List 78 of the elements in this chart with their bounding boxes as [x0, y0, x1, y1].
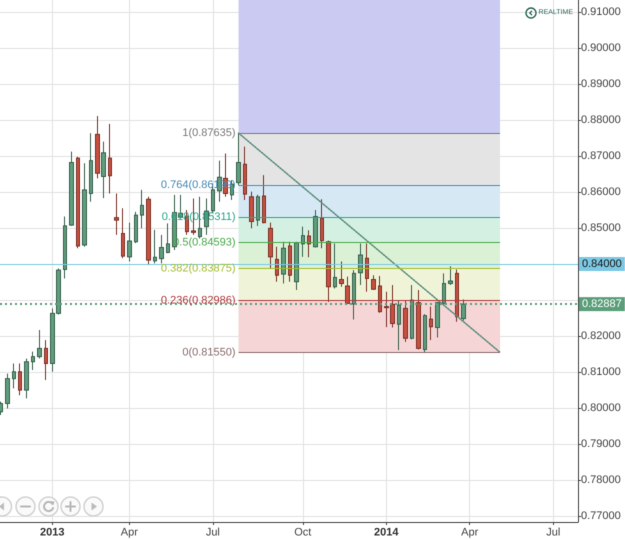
candlestick: [326, 240, 331, 302]
candlestick: [95, 116, 100, 179]
y-tick-label: 0.80000: [581, 402, 621, 414]
candlestick: [256, 194, 260, 226]
x-tick-label: Apr: [461, 526, 479, 538]
candlestick: [82, 162, 87, 248]
candlestick: [281, 241, 286, 284]
candlestick: [134, 211, 138, 244]
x-tick-label: Apr: [120, 526, 138, 538]
candlestick: [288, 241, 292, 282]
y-tick-label: 0.86000: [581, 186, 621, 198]
candlestick: [159, 234, 164, 264]
candlestick: [63, 216, 67, 279]
y-tick-label: 0.79000: [581, 438, 621, 450]
x-tick-label: Jul: [206, 526, 220, 538]
candlestick: [153, 229, 157, 264]
y-tick-label: 0.90000: [581, 42, 621, 54]
candlestick: [333, 243, 337, 290]
candlestick: [307, 230, 311, 258]
x-tick-label: Oct: [294, 526, 312, 538]
candlestick: [243, 146, 247, 200]
candlestick: [268, 222, 273, 269]
ref-line-label: 0.84000: [582, 258, 622, 270]
x-tick-label: 2013: [40, 526, 65, 538]
candlestick: [339, 261, 344, 288]
candlestick: [448, 266, 453, 286]
candlestick: [166, 222, 170, 254]
y-tick-label: 0.82000: [581, 330, 621, 342]
candlestick: [301, 226, 305, 258]
candlestick: [121, 208, 125, 259]
ref-line-label: 0.82887: [582, 298, 622, 310]
candlestick: [429, 306, 433, 341]
candlestick: [101, 141, 106, 199]
candlestick: [320, 198, 324, 249]
candlestick: [69, 151, 74, 226]
x-tick-label: Jul: [546, 526, 560, 538]
y-tick-label: 0.87000: [581, 150, 621, 162]
candlestick: [416, 290, 421, 350]
candlestick: [345, 276, 350, 305]
candlestick: [24, 358, 29, 399]
candlestick: [146, 196, 151, 266]
ref-line-label: 0.382(0.83875): [160, 262, 236, 275]
candlestick: [18, 362, 22, 396]
candlestick: [140, 189, 144, 229]
candlestick: [455, 268, 459, 322]
y-tick-label: 0.89000: [581, 78, 621, 90]
ref-line-label: 0.236(0.82986): [160, 294, 236, 307]
candlestick: [5, 373, 10, 410]
candlestick: [365, 243, 369, 292]
candlestick: [12, 362, 16, 389]
ref-line-label: 0(0.81550): [182, 346, 236, 358]
candlestick: [76, 156, 80, 249]
candlestick: [37, 329, 42, 359]
y-tick-label: 0.88000: [581, 114, 621, 126]
candlestick: [44, 340, 48, 381]
y-tick-label: 0.78000: [581, 474, 621, 486]
candlestick: [313, 210, 318, 248]
candlestick: [275, 246, 279, 282]
candlestick: [127, 222, 132, 262]
candlestick: [236, 132, 241, 186]
candlestick: [249, 191, 254, 229]
candlestick: [89, 132, 93, 202]
candlestick: [403, 300, 408, 342]
ref-line-label: 1(0.87635): [182, 127, 236, 140]
candlestick: [358, 243, 363, 286]
y-tick-label: 0.85000: [581, 222, 621, 234]
x-tick-label: 2014: [374, 526, 400, 538]
candlestick: [294, 242, 299, 290]
y-tick-label: 0.81000: [581, 366, 621, 378]
y-tick-label: 0.91000: [581, 6, 621, 18]
candlestick: [114, 192, 119, 236]
candlestick: [423, 314, 427, 353]
candlestick: [262, 174, 266, 224]
candlestick: [378, 275, 382, 314]
candlestick: [31, 351, 35, 370]
candlestick: [108, 123, 112, 194]
y-tick-label: 0.77000: [581, 510, 621, 522]
candlestick: [371, 274, 376, 290]
